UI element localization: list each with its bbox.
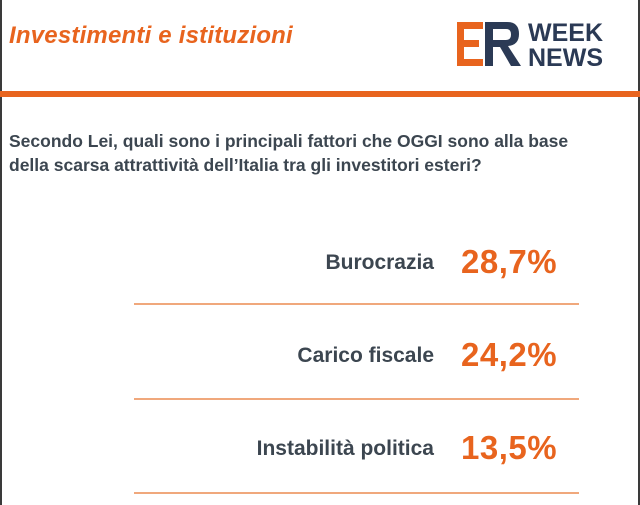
page-title: Investimenti e istituzioni [9,22,293,49]
row-divider [134,303,579,305]
result-label: Burocrazia [325,251,434,274]
row-divider [134,492,579,494]
logo-week-text: WEEK [528,19,603,47]
result-value: 28,7% [461,243,558,280]
frame-right-border [638,0,640,505]
er-week-news-logo: WEEK NEWS [455,16,633,70]
result-row: Instabilità politica 13,5% [0,429,640,469]
result-row: Burocrazia 28,7% [0,243,640,283]
header-orange-rule [0,91,640,97]
question-line-1: Secondo Lei, quali sono i principali fat… [9,131,569,151]
question-line-2: della scarsa attrattività dell’Italia tr… [9,155,482,175]
logo-news-text: NEWS [528,44,603,70]
result-row: Carico fiscale 24,2% [0,336,640,376]
result-label: Instabilità politica [256,437,434,460]
result-value: 13,5% [461,429,558,466]
result-value: 24,2% [461,336,558,373]
frame-left-border [0,0,2,505]
result-label: Carico fiscale [297,344,434,367]
survey-question: Secondo Lei, quali sono i principali fat… [9,129,633,177]
row-divider [134,398,579,400]
